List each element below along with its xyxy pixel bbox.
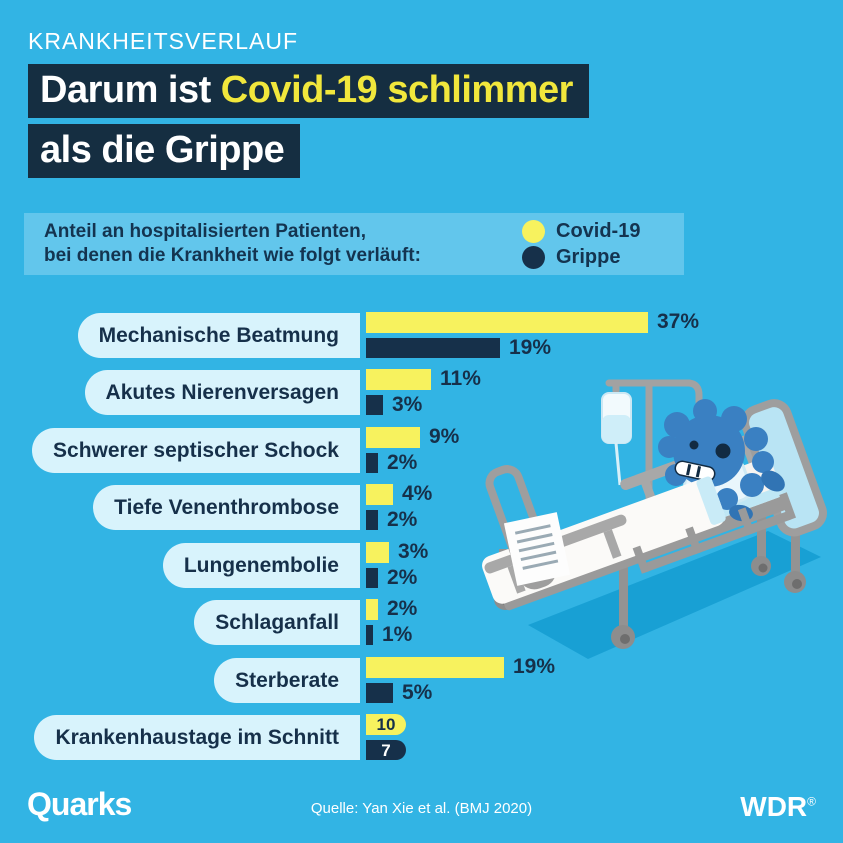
headline-line2: als die Grippe <box>28 124 301 178</box>
row-label-pill: Schlaganfall <box>194 600 360 645</box>
covid-virus-icon <box>658 399 785 522</box>
quarks-logo: Quarks <box>27 786 132 822</box>
headline-text-yellow: Covid-19 schlimmer <box>220 69 574 111</box>
hospital-bed-illustration <box>482 379 827 659</box>
covid-value: 37% <box>657 310 700 333</box>
virus-mouth <box>674 460 716 482</box>
covid-value: 2% <box>387 597 418 620</box>
row-label-pill: Mechanische Beatmung <box>77 313 360 358</box>
blanket-edge <box>696 476 726 525</box>
bed-shadow <box>528 531 821 659</box>
row-label-pill: Akutes Nierenversagen <box>84 370 360 415</box>
grippe-bar <box>366 683 393 703</box>
covid-bar <box>366 599 378 620</box>
legend-item-label: Grippe <box>556 245 621 268</box>
kicker: KRANKHEITSVERLAUF <box>28 28 299 54</box>
covid-bar: 10 <box>366 714 406 735</box>
row-label-pill: Tiefe Venenthrombose <box>93 485 360 530</box>
legend-box: Anteil an hospitalisierten Patienten, be… <box>24 213 684 275</box>
headline-line1: Darum ist Covid-19 schlimmer <box>28 64 589 118</box>
legend-caption: Anteil an hospitalisierten Patienten, be… <box>44 220 421 268</box>
registered-mark: ® <box>807 794 816 809</box>
covid-value: 3% <box>398 540 429 563</box>
wheel <box>751 556 771 576</box>
iv-tube <box>614 442 622 486</box>
headline-text-white2: als die Grippe <box>40 129 285 171</box>
covid-legend-dot <box>522 219 545 243</box>
grippe-value: 1% <box>382 623 413 646</box>
grippe-bar <box>366 625 373 645</box>
legend-item-covid: Covid-19 <box>522 218 640 244</box>
foot-frame-slats <box>632 492 797 574</box>
covid-value: 10 <box>376 715 396 734</box>
wheel <box>611 625 635 649</box>
chart-row: Krankenhaustage im Schnitt 10 7 <box>0 714 843 761</box>
legend-caption-line1: Anteil an hospitalisierten Patienten, <box>44 221 367 242</box>
legend-item-grippe: Grippe <box>522 244 640 270</box>
row-label-pill: Lungenembolie <box>162 543 360 588</box>
legend-item-label: Covid-19 <box>556 219 641 242</box>
grippe-value: 2% <box>387 451 418 474</box>
wdr-logo: WDR® <box>740 791 816 822</box>
grippe-bar <box>366 395 383 415</box>
patient-chart-towel <box>503 512 571 586</box>
chart-row: Mechanische Beatmung 37% 19% <box>0 310 843 359</box>
virus-eyes <box>689 440 731 459</box>
row-label-pill: Schwerer septischer Schock <box>32 428 360 473</box>
source-text: Quelle: Yan Xie et al. (BMJ 2020) <box>310 800 533 817</box>
iv-bag <box>601 392 632 486</box>
grippe-value: 5% <box>402 681 433 704</box>
covid-bar <box>366 312 648 333</box>
legend-items: Covid-19 Grippe <box>522 218 640 270</box>
grippe-bar <box>366 453 378 473</box>
covid-bar <box>366 484 393 505</box>
covid-value: 9% <box>429 425 460 448</box>
legend-caption-line2: bei denen die Krankheit wie folgt verläu… <box>44 245 421 266</box>
grippe-legend-dot <box>522 245 545 269</box>
wheel <box>784 571 806 593</box>
covid-value: 4% <box>402 482 433 505</box>
row-label-pill: Sterberate <box>214 658 360 703</box>
grippe-bar <box>366 510 378 530</box>
grippe-value: 2% <box>387 566 418 589</box>
row-label-pill: Krankenhaustage im Schnitt <box>34 715 360 760</box>
grippe-bar: 7 <box>366 740 406 760</box>
grippe-value: 2% <box>387 508 418 531</box>
covid-bar <box>366 542 389 563</box>
covid-bar <box>366 427 420 448</box>
grippe-value: 7 <box>381 740 391 760</box>
headline-text-white: Darum ist <box>40 69 211 111</box>
grippe-value: 3% <box>392 393 423 416</box>
covid-bar <box>366 369 431 390</box>
chart-row: Sterberate 19% 5% <box>0 655 843 704</box>
grippe-bar <box>366 568 378 588</box>
